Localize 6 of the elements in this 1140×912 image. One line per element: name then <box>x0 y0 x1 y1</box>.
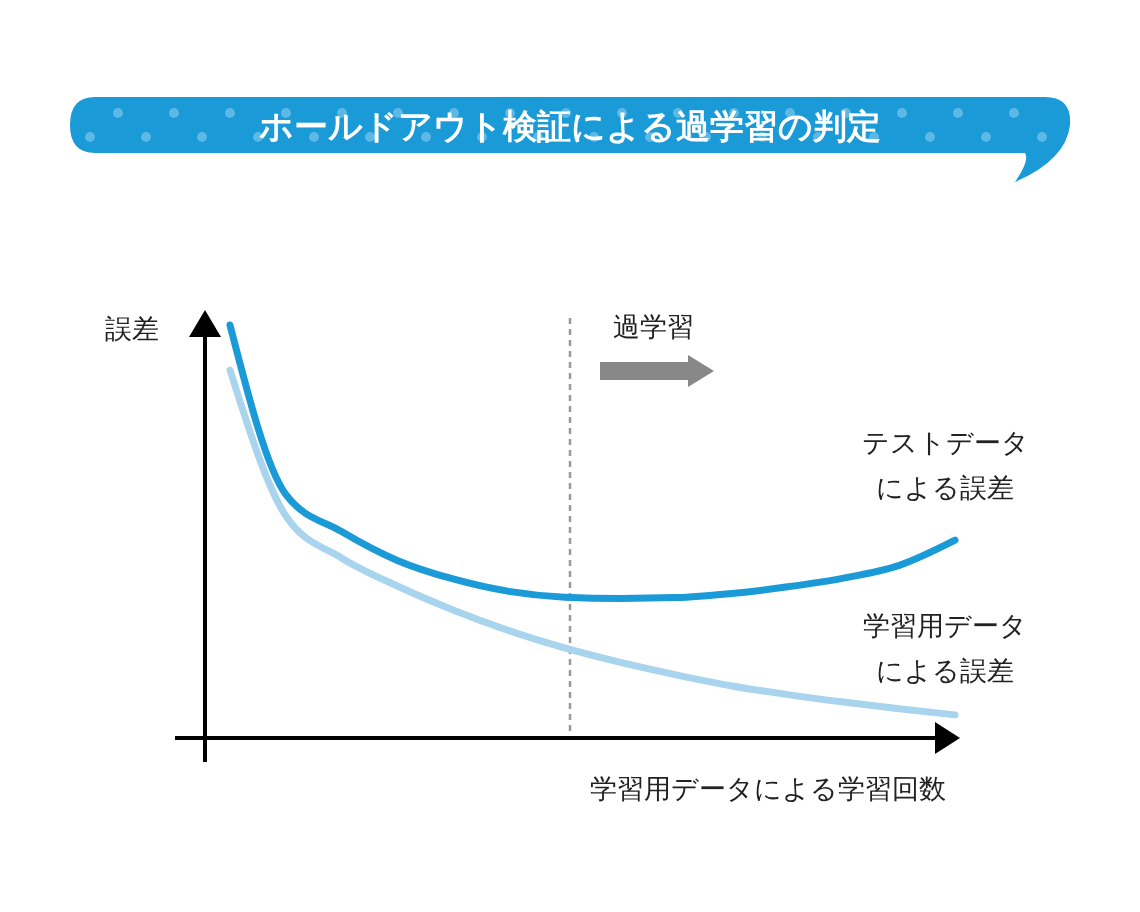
chart-title: ホールドアウト検証による過学習の判定 <box>259 106 881 146</box>
annotation: 過学習 <box>612 311 694 342</box>
x-axis-title: 学習用データによる学習回数 <box>590 773 946 804</box>
text: テストデータによる誤差 <box>861 427 1029 504</box>
series-label: 学習用データによる誤差 <box>863 609 1027 686</box>
y-axis-title: 誤差 <box>105 313 159 344</box>
